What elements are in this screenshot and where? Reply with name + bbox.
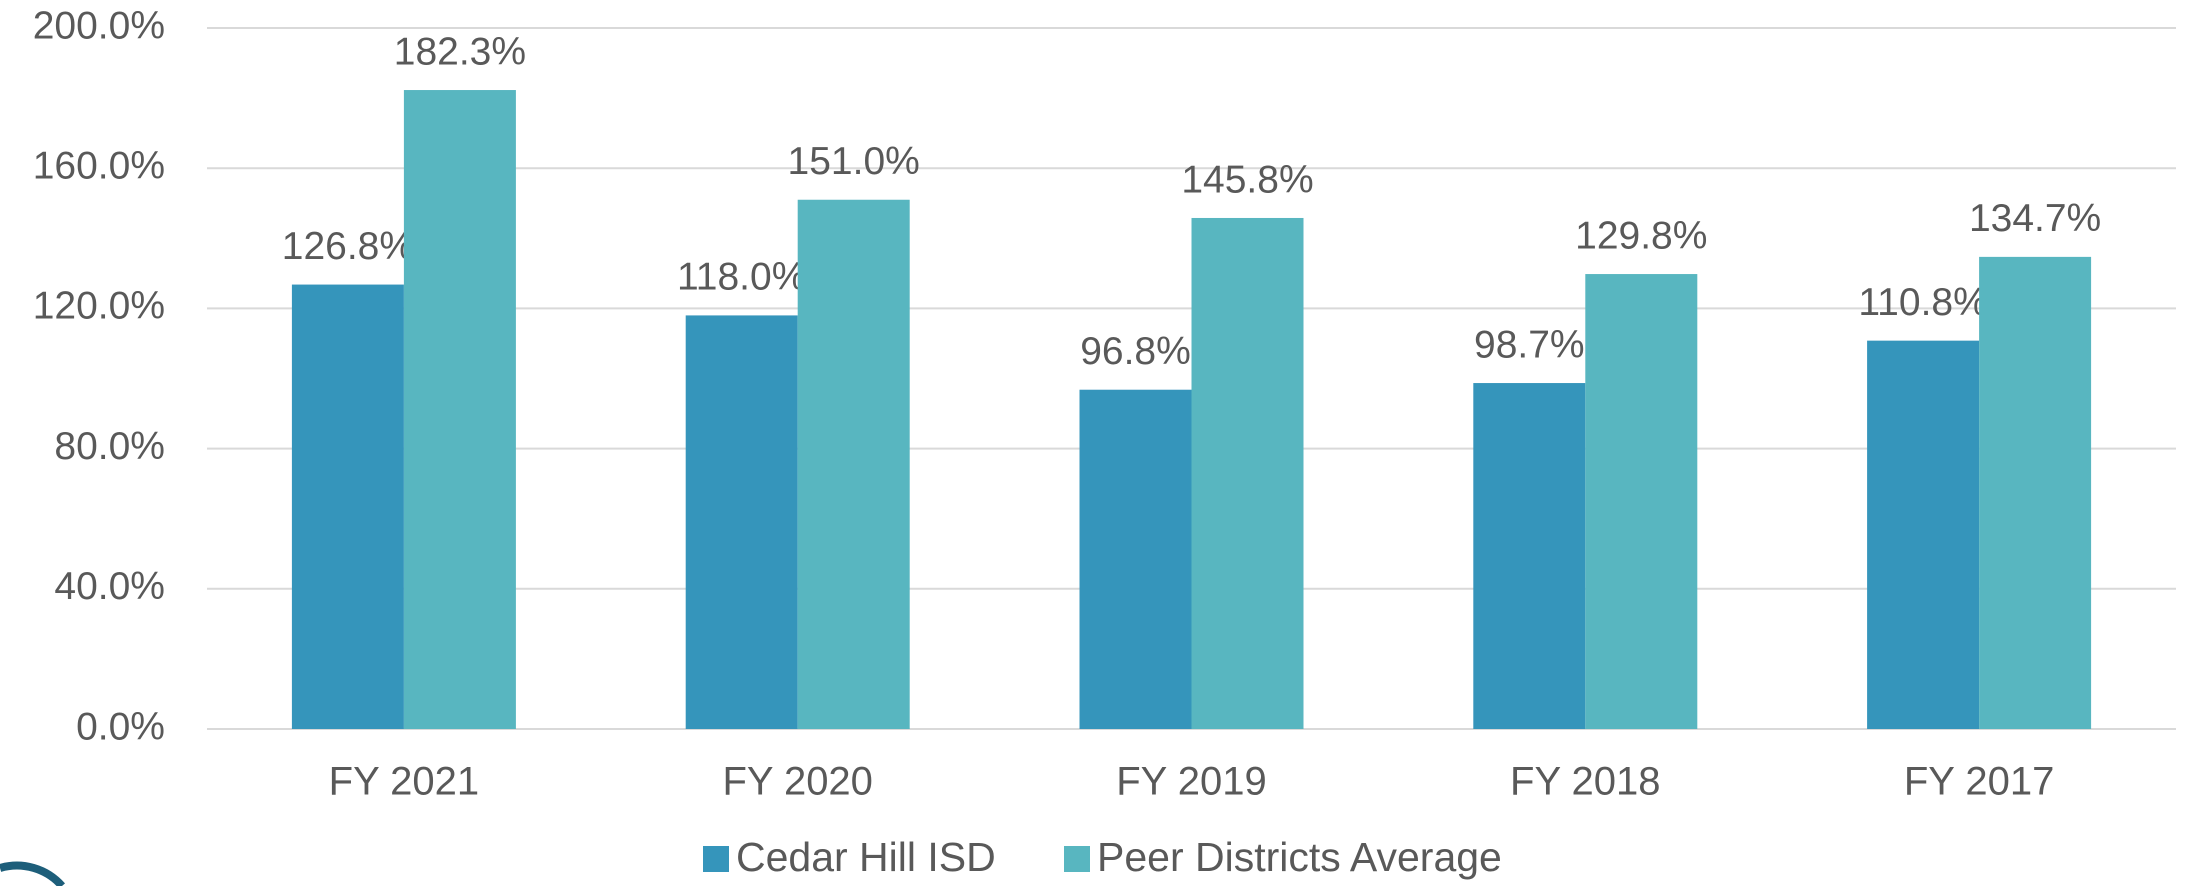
bar: [1191, 217, 1304, 729]
x-tick-label: FY 2019: [1116, 760, 1267, 804]
bar: [797, 199, 910, 729]
y-tick-label: 40.0%: [54, 565, 165, 608]
bar: [403, 90, 516, 729]
data-label: 118.0%: [677, 256, 806, 299]
bar: [291, 284, 404, 729]
data-label: 151.0%: [788, 140, 920, 183]
bar: [1867, 340, 1980, 729]
bar: [1979, 256, 2092, 729]
logo-arc: [0, 861, 66, 886]
y-tick-label: 160.0%: [33, 144, 165, 187]
data-label: 134.7%: [1969, 197, 2101, 240]
legend-label: Peer Districts Average: [1097, 834, 1502, 880]
y-tick-label: 0.0%: [76, 705, 165, 748]
data-label: 129.8%: [1575, 214, 1707, 257]
legend-swatch: [703, 846, 729, 872]
y-tick-label: 200.0%: [33, 4, 165, 47]
bar: [1473, 383, 1586, 729]
data-label: 145.8%: [1181, 158, 1313, 201]
data-label: 98.7%: [1474, 323, 1585, 366]
x-tick-label: FY 2021: [329, 760, 480, 804]
legend-swatch: [1064, 846, 1090, 872]
bar: [1585, 274, 1698, 729]
x-tick-label: FY 2018: [1510, 760, 1661, 804]
data-label: 96.8%: [1080, 330, 1191, 373]
x-tick-label: FY 2020: [722, 760, 873, 804]
data-label: 110.8%: [1858, 281, 1987, 324]
data-label: 126.8%: [282, 225, 414, 268]
legend-label: Cedar Hill ISD: [736, 834, 996, 880]
bar: [1079, 389, 1192, 729]
bar: [685, 315, 798, 729]
data-label: 182.3%: [394, 30, 526, 73]
y-tick-label: 80.0%: [54, 425, 165, 468]
x-tick-label: FY 2017: [1904, 760, 2055, 804]
y-tick-label: 120.0%: [33, 285, 165, 328]
